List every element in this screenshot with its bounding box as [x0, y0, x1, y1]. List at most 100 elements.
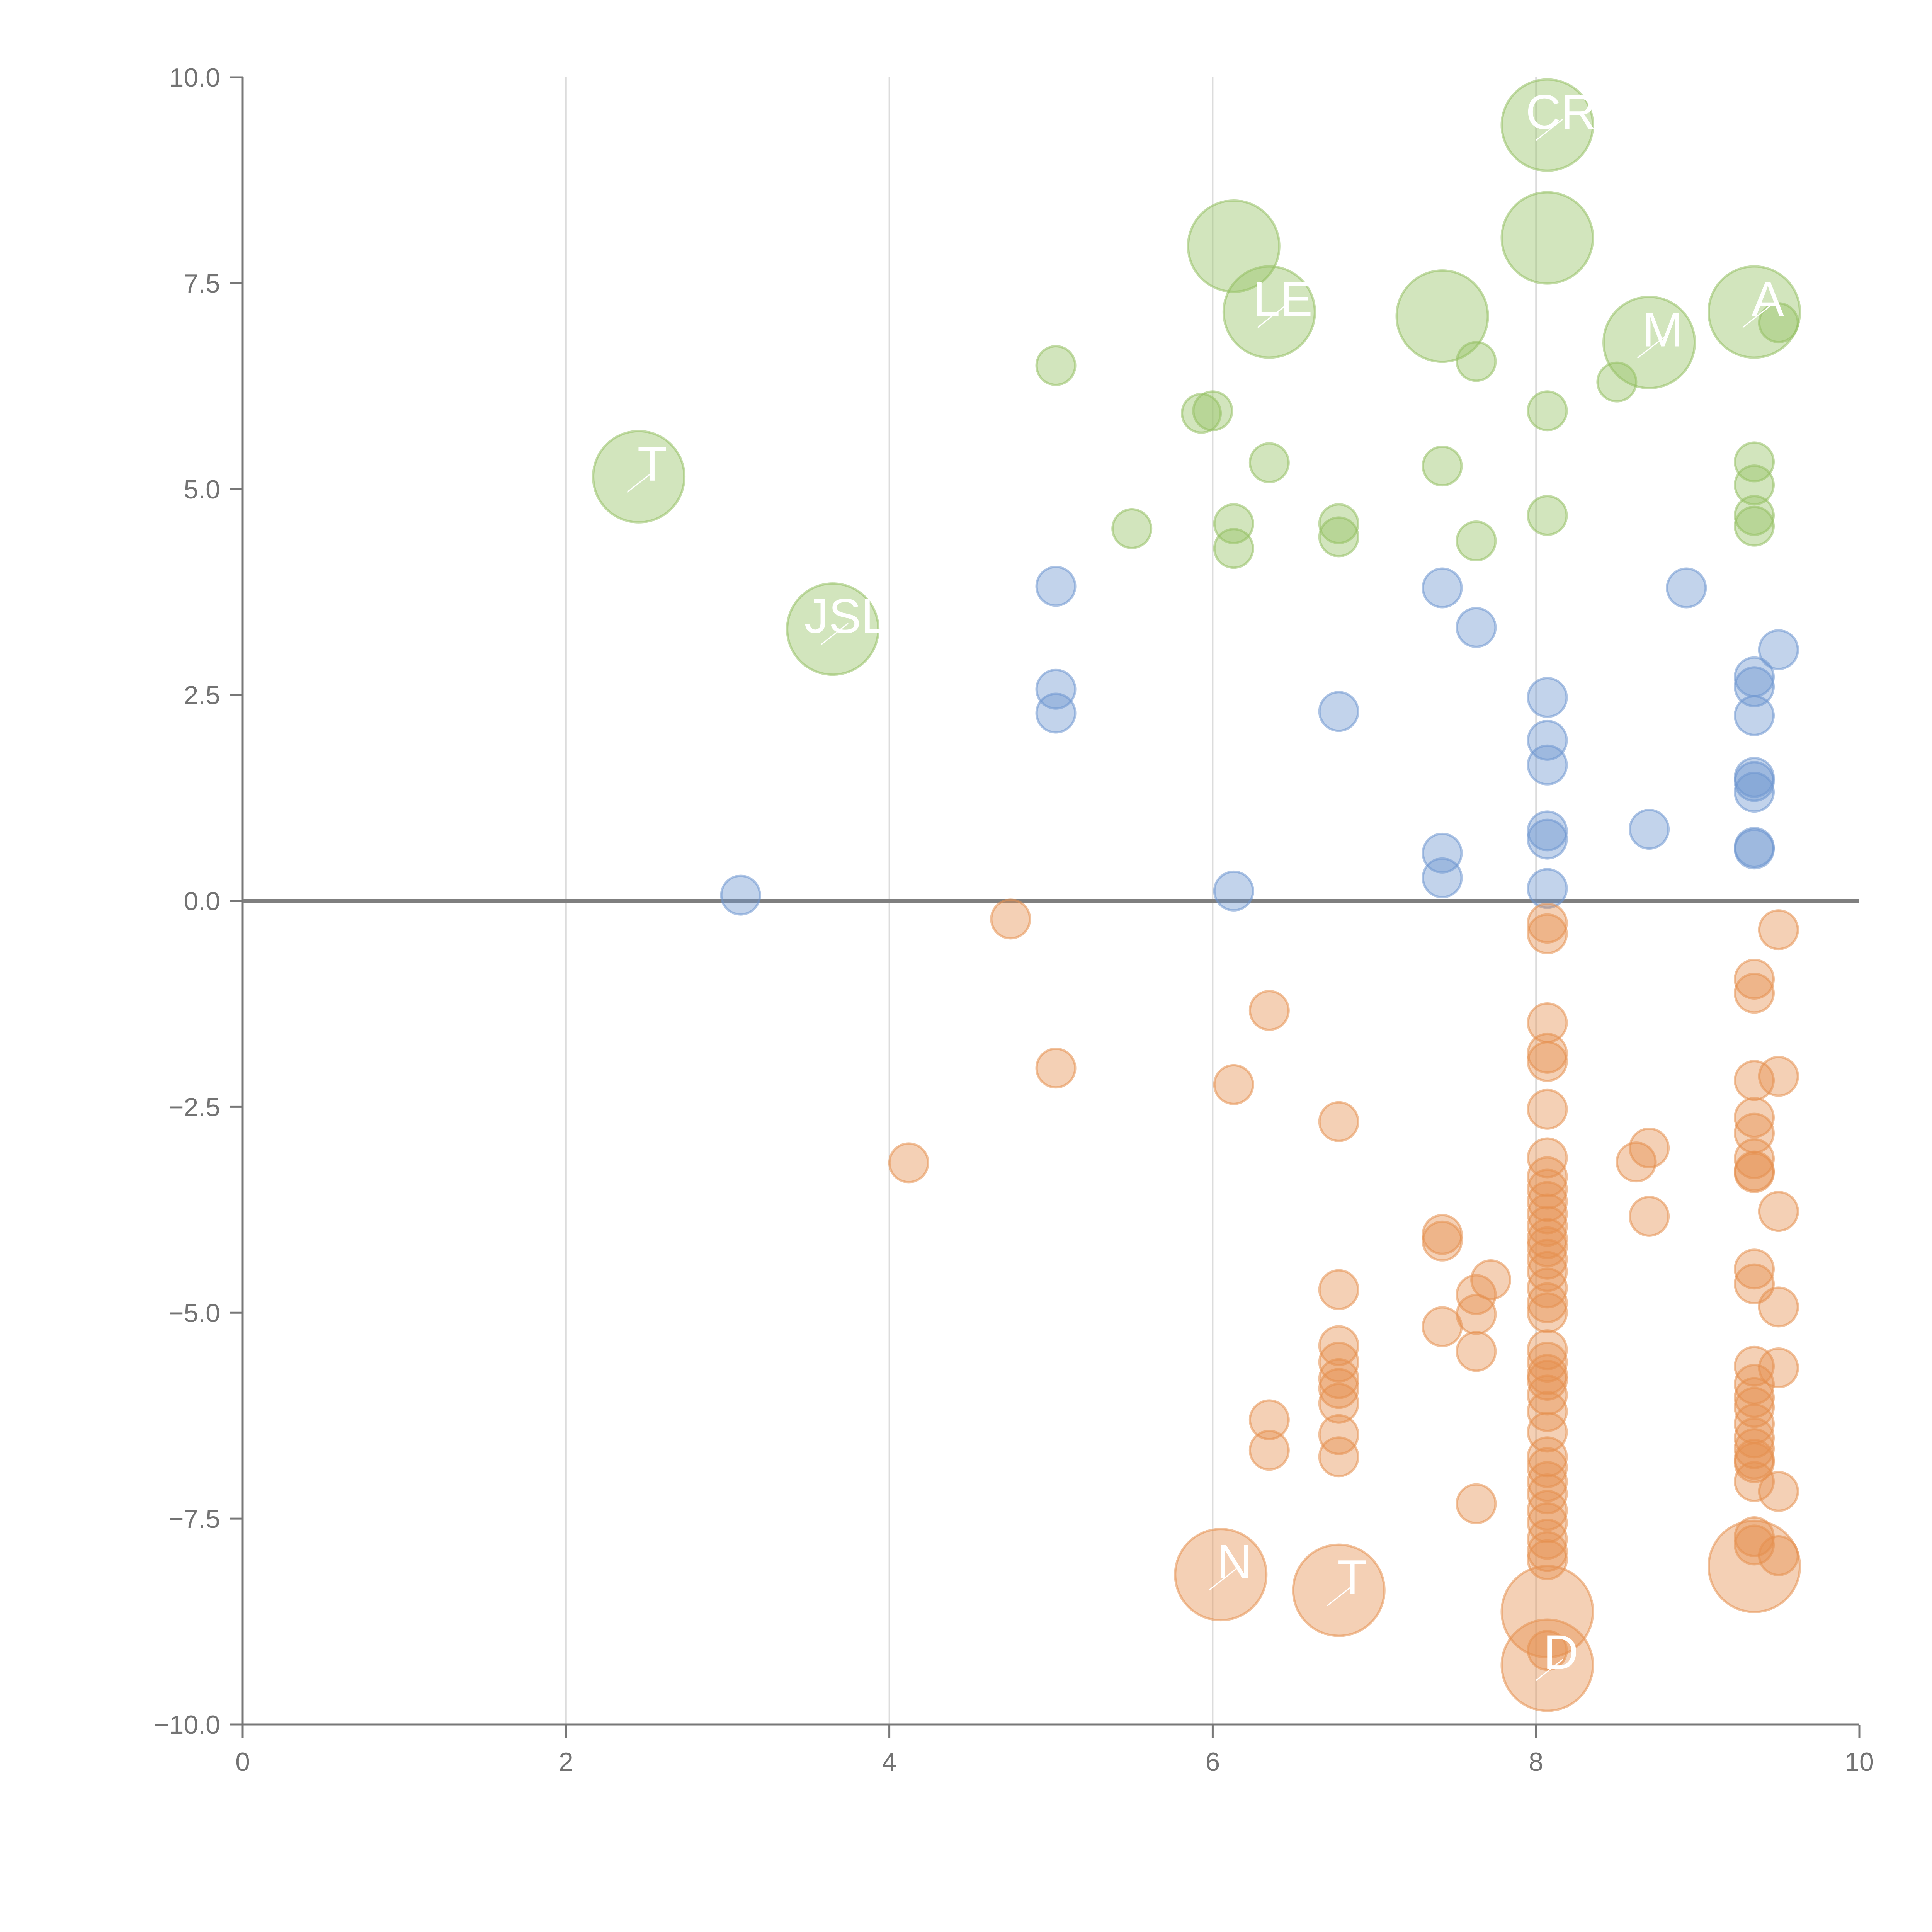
green-point — [1035, 345, 1077, 386]
orange-point — [1527, 1226, 1568, 1267]
green-point-label: LE — [1253, 272, 1313, 326]
orange-point — [1527, 1041, 1568, 1082]
orange-point — [1708, 1519, 1801, 1613]
blue-point — [1035, 692, 1077, 734]
orange-point — [1527, 1360, 1568, 1401]
blue-point — [1422, 832, 1463, 874]
y-tick-label: 7.5 — [184, 269, 220, 298]
blue-point — [1734, 695, 1775, 736]
x-tick-label: 2 — [559, 1747, 573, 1777]
blue-point — [1734, 828, 1775, 870]
orange-point — [1527, 1461, 1568, 1502]
bubble-labels: T JSL LE CR M A N T D — [627, 85, 1784, 1681]
green-point-label: CR — [1526, 85, 1596, 139]
blue-point — [1035, 668, 1077, 710]
blue-point — [1527, 744, 1568, 786]
green-point — [1456, 520, 1497, 562]
orange-point — [1758, 1347, 1799, 1389]
green-label-leader — [1535, 119, 1563, 141]
green-point — [1500, 78, 1594, 172]
x-tick-label: 8 — [1529, 1747, 1543, 1777]
green-label-leader — [821, 622, 849, 645]
green-point-label: JSL — [804, 589, 888, 643]
blue-point — [1734, 772, 1775, 813]
orange-point — [1318, 1101, 1359, 1142]
orange-point — [1318, 1383, 1359, 1424]
green-point — [1602, 296, 1696, 389]
blue-point — [1527, 677, 1568, 718]
green-point — [1192, 390, 1233, 432]
blue-point — [1666, 567, 1707, 609]
orange-point — [1500, 1618, 1594, 1712]
orange-point — [1527, 1412, 1568, 1453]
orange-point — [1527, 1539, 1568, 1580]
orange-point — [1456, 1331, 1497, 1372]
blue-point — [1527, 818, 1568, 860]
orange-point — [1527, 1519, 1568, 1560]
y-tick-label: 0.0 — [184, 887, 220, 916]
orange-point — [1758, 1471, 1799, 1512]
green-point — [1111, 508, 1153, 549]
orange-point — [1527, 1206, 1568, 1247]
green-point — [1222, 265, 1316, 359]
orange-point — [1527, 1502, 1568, 1543]
orange-point — [1629, 1127, 1670, 1168]
blue-point — [1734, 761, 1775, 802]
orange-point — [1248, 1399, 1290, 1440]
green-point — [1500, 191, 1594, 285]
green-point-label: M — [1643, 302, 1683, 357]
orange-point — [1734, 1417, 1775, 1459]
y-tick-label: 2.5 — [184, 681, 220, 710]
orange-point — [1527, 1473, 1568, 1515]
green-point-label: T — [638, 437, 667, 491]
x-tick-label: 6 — [1205, 1747, 1220, 1777]
blue-point — [1734, 666, 1775, 707]
green-label-leader — [1742, 306, 1770, 328]
green-point — [1213, 503, 1254, 544]
y-tick-label: −10.0 — [154, 1710, 220, 1740]
orange-point — [1734, 1248, 1775, 1290]
green-label-leader — [1257, 306, 1285, 328]
blue-point — [1213, 870, 1254, 912]
y-tick-label: −5.0 — [168, 1298, 220, 1328]
blue-point — [1527, 719, 1568, 761]
green-label-leader — [1637, 336, 1665, 359]
orange-label-leader — [1209, 1568, 1237, 1591]
blue-point — [1629, 809, 1670, 850]
green-point — [1758, 302, 1799, 344]
blue-point — [1758, 629, 1799, 670]
green-point — [1708, 265, 1801, 359]
orange-point — [1629, 1196, 1670, 1237]
blue-point — [1035, 566, 1077, 607]
green-point — [1318, 503, 1359, 544]
green-point — [1734, 505, 1775, 547]
green-point — [1318, 516, 1359, 558]
orange-point — [1758, 909, 1799, 951]
green-point — [786, 582, 880, 676]
orange-point — [1292, 1543, 1386, 1637]
orange-point — [1527, 1391, 1568, 1432]
orange-point — [1734, 1461, 1775, 1502]
y-tick-label: 10.0 — [169, 63, 220, 92]
green-point-label: A — [1752, 272, 1784, 326]
orange-point-label: D — [1543, 1625, 1578, 1680]
orange-point — [1527, 903, 1568, 944]
orange-point — [1527, 1490, 1568, 1531]
orange-point — [1527, 1088, 1568, 1130]
orange-point — [1527, 1238, 1568, 1280]
axes: 0 2 4 6 8 10 10.0 7.5 5.0 2.5 0.0 −2.5 −5.0 −7.5 −10.0 — [154, 63, 1874, 1777]
orange-point — [1318, 1325, 1359, 1366]
orange-point — [1527, 1267, 1568, 1309]
orange-point-label: T — [1337, 1550, 1367, 1605]
orange-point-label: N — [1217, 1534, 1252, 1589]
green-point — [1248, 442, 1290, 483]
orange-point — [1213, 1064, 1254, 1105]
blue-point — [1422, 567, 1463, 609]
orange-point — [888, 1142, 929, 1184]
orange-point — [1422, 1220, 1463, 1262]
blue-point — [720, 874, 761, 916]
x-tick-label: 10 — [1845, 1747, 1874, 1777]
orange-point — [1734, 973, 1775, 1014]
green-point — [1456, 341, 1497, 382]
orange-point — [1527, 1156, 1568, 1197]
